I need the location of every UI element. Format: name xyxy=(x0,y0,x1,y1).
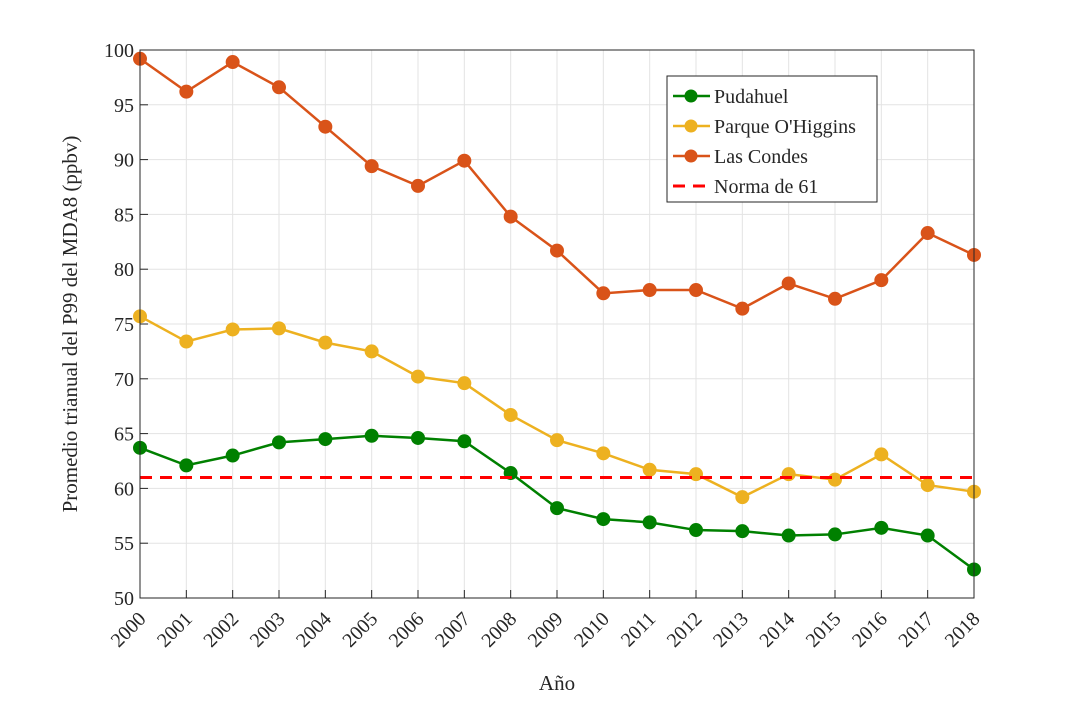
data-point-pudahuel xyxy=(411,430,425,445)
x-tick-label: 2010 xyxy=(570,608,614,652)
x-tick-label: 2015 xyxy=(802,608,846,652)
x-tick-label: 2006 xyxy=(385,608,429,652)
legend-label-las-condes: Las Condes xyxy=(714,146,808,168)
x-tick-labels: 2000 2001 2002 2003 2004 2005 2006 2007 2008 2009… xyxy=(107,608,985,652)
data-point-pudahuel xyxy=(550,501,564,516)
data-point-pudahuel xyxy=(179,458,194,473)
y-tick-label: 70 xyxy=(114,369,134,391)
y-tick-label: 100 xyxy=(104,40,134,62)
legend-marker-las-condes xyxy=(684,149,698,163)
data-point-parque-o-higgins xyxy=(225,322,240,337)
data-point-pudahuel xyxy=(874,520,889,535)
data-point-las-condes xyxy=(179,84,194,99)
data-point-parque-o-higgins xyxy=(411,369,425,384)
data-point-pudahuel xyxy=(364,428,379,443)
data-point-las-condes xyxy=(457,153,472,168)
plot-frame xyxy=(139,49,975,599)
data-point-las-condes xyxy=(318,119,333,134)
data-point-las-condes xyxy=(781,276,796,291)
data-point-pudahuel xyxy=(272,435,286,450)
x-tick-label: 2018 xyxy=(941,608,985,652)
legend-marker-pudahuel xyxy=(684,89,698,103)
data-point-parque-o-higgins xyxy=(457,376,472,391)
data-point-pudahuel xyxy=(828,527,842,542)
data-point-parque-o-higgins xyxy=(272,321,286,336)
y-tick-label: 85 xyxy=(114,204,134,226)
legend-label-parque-o-higgins: Parque O'Higgins xyxy=(714,116,856,138)
y-tick-labels: 50 55 60 65 70 75 80 85 90 95 100 xyxy=(104,40,134,610)
data-point-las-condes xyxy=(596,286,611,301)
x-tick-label: 2000 xyxy=(107,608,151,652)
x-tick-label: 2007 xyxy=(431,608,475,652)
x-tick-label: 2016 xyxy=(848,608,892,652)
data-point-las-condes xyxy=(920,226,935,241)
data-point-las-condes xyxy=(503,209,518,224)
x-tick-label: 2013 xyxy=(709,608,753,652)
data-point-las-condes xyxy=(689,283,703,298)
data-point-parque-o-higgins xyxy=(550,433,564,448)
data-point-parque-o-higgins xyxy=(735,490,750,505)
data-point-pudahuel xyxy=(735,524,750,539)
legend-label-norma-de-61: Norma de 61 xyxy=(714,176,818,198)
y-tick-label: 65 xyxy=(114,424,134,446)
data-point-pudahuel xyxy=(920,528,935,543)
data-point-las-condes xyxy=(550,243,564,258)
data-point-parque-o-higgins xyxy=(920,478,935,493)
data-point-las-condes xyxy=(874,273,889,288)
data-point-parque-o-higgins xyxy=(642,462,657,477)
data-point-pudahuel xyxy=(318,432,333,447)
data-point-parque-o-higgins xyxy=(364,344,379,359)
x-tick-label: 2001 xyxy=(153,608,197,652)
y-tick-label: 75 xyxy=(114,314,134,336)
data-point-parque-o-higgins xyxy=(828,472,842,487)
x-tick-label: 2017 xyxy=(894,608,938,652)
y-tick-label: 55 xyxy=(114,533,134,555)
data-point-pudahuel xyxy=(689,523,703,538)
data-point-parque-o-higgins xyxy=(874,447,889,462)
x-tick-label: 2011 xyxy=(617,608,660,651)
y-tick-label: 95 xyxy=(114,95,134,117)
data-point-las-condes xyxy=(364,159,379,174)
legend: Pudahuel Parque O'Higgins Las Condes Norma … xyxy=(666,75,878,203)
data-point-parque-o-higgins xyxy=(318,335,333,350)
data-point-parque-o-higgins xyxy=(179,334,194,349)
data-point-las-condes xyxy=(272,80,286,95)
y-tick-label: 80 xyxy=(114,259,134,281)
data-point-las-condes xyxy=(828,291,842,306)
data-point-las-condes xyxy=(225,55,240,70)
data-point-pudahuel xyxy=(642,515,657,530)
x-tick-label: 2012 xyxy=(663,608,707,652)
x-tick-label: 2004 xyxy=(292,608,336,652)
data-point-pudahuel xyxy=(457,434,472,449)
data-point-parque-o-higgins xyxy=(596,446,611,461)
data-point-pudahuel xyxy=(781,528,796,543)
data-point-parque-o-higgins xyxy=(503,407,518,422)
data-point-parque-o-higgins xyxy=(689,467,703,482)
x-tick-label: 2014 xyxy=(755,608,799,652)
data-point-las-condes xyxy=(411,178,425,193)
data-point-las-condes xyxy=(735,301,750,316)
x-tick-label: 2009 xyxy=(524,608,568,652)
x-axis-label: Año xyxy=(539,671,575,695)
y-axis-label: Promedio trianual del P99 del MDA8 (ppbv… xyxy=(58,136,82,513)
legend-marker-parque-o-higgins xyxy=(684,119,698,133)
data-point-las-condes xyxy=(642,283,657,298)
y-tick-label: 90 xyxy=(114,150,134,172)
y-tick-label: 50 xyxy=(114,588,134,610)
x-tick-label: 2005 xyxy=(338,608,382,652)
data-point-pudahuel xyxy=(225,448,240,463)
y-tick-label: 60 xyxy=(114,478,134,500)
x-tick-label: 2002 xyxy=(199,608,243,652)
x-tick-label: 2003 xyxy=(246,608,290,652)
data-point-pudahuel xyxy=(596,512,611,527)
x-tick-label: 2008 xyxy=(477,608,521,652)
legend-label-pudahuel: Pudahuel xyxy=(714,86,789,108)
